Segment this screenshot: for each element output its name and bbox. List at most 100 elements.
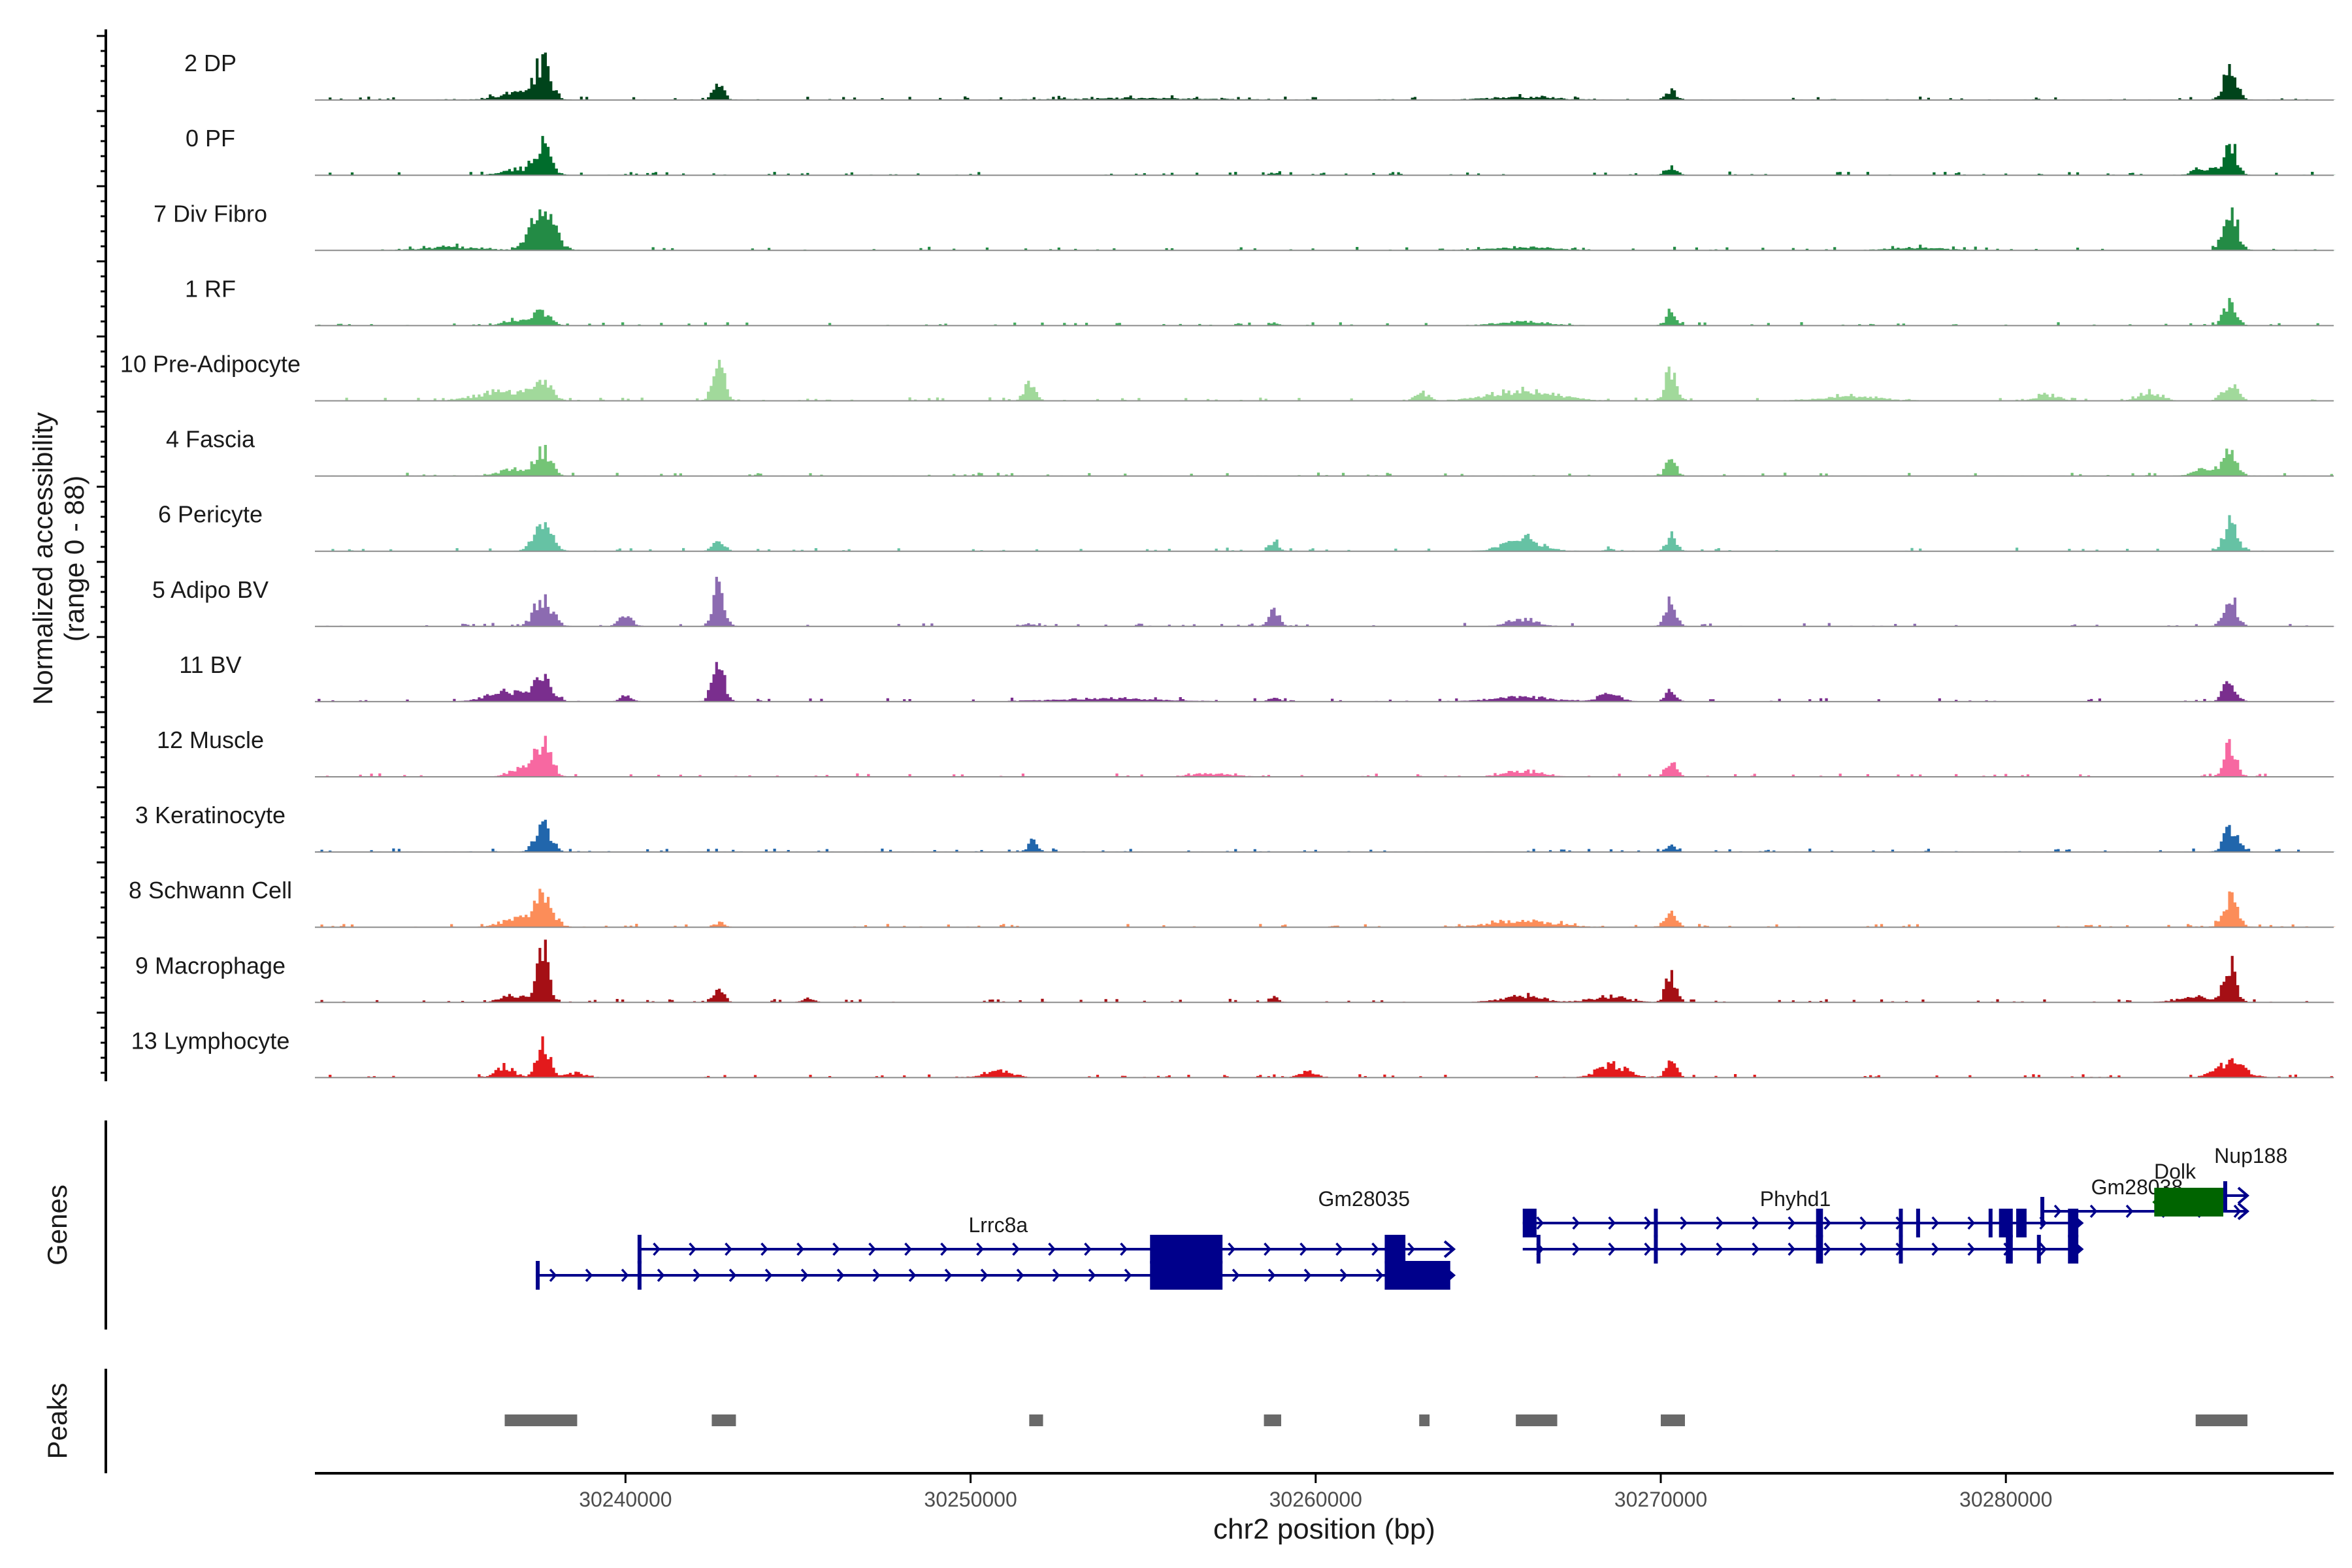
exon: [637, 1261, 642, 1290]
strand-arrow: [1371, 1242, 1379, 1256]
strand-arrow: [1608, 1216, 1616, 1230]
strand-arrow: [725, 1242, 732, 1256]
exon: [2154, 1188, 2223, 1217]
transcript: [1522, 1235, 2084, 1264]
track-label: 8 Schwann Cell: [129, 877, 292, 904]
exon: [2036, 1235, 2041, 1264]
strand-arrow: [1048, 1242, 1056, 1256]
strand-arrow: [1788, 1242, 1796, 1256]
track-label: 4 Fascia: [166, 426, 255, 453]
exon: [2223, 1181, 2227, 1210]
exon: [1999, 1209, 2013, 1237]
coverage-area: [315, 298, 2336, 326]
exon: [2016, 1209, 2027, 1237]
strand-arrow: [1303, 1268, 1312, 1282]
exon: [1384, 1261, 1450, 1290]
strand-arrow: [1680, 1216, 1688, 1230]
exon: [1654, 1209, 1658, 1237]
x-tick-label: 30270000: [1614, 1488, 1707, 1511]
strand-arrow: [944, 1268, 953, 1282]
track-label: 2 DP: [184, 50, 237, 76]
peaks-track: [504, 1414, 2247, 1426]
strand-arrow: [976, 1242, 984, 1256]
strand-arrow: [585, 1268, 593, 1282]
strand-arrow: [1375, 1268, 1384, 1282]
coverage-track: 8 Schwann Cell: [129, 877, 2336, 928]
coverage-track: 1 RF: [185, 275, 2336, 327]
coverage-area: [315, 515, 2336, 551]
genes-track-label: Genes: [42, 1184, 73, 1266]
strand-arrow: [1752, 1216, 1760, 1230]
strand-arrow: [1228, 1242, 1235, 1256]
strand-arrow: [1572, 1242, 1580, 1256]
peaks-track-label: Peaks: [42, 1383, 73, 1460]
strand-arrow: [728, 1268, 737, 1282]
gene-label: Dolk: [2154, 1160, 2197, 1183]
transcript: [1522, 1209, 2084, 1237]
coverage-track: 2 DP: [184, 50, 2336, 101]
coverage-track: 13 Lymphocyte: [131, 1027, 2336, 1079]
coverage-track: 9 Macrophage: [135, 939, 2336, 1004]
strand-arrow: [1232, 1268, 1240, 1282]
strand-arrow: [1644, 1242, 1652, 1256]
strand-arrow: [1120, 1242, 1128, 1256]
strand-arrow: [1084, 1242, 1092, 1256]
strand-arrow: [1859, 1216, 1868, 1230]
exon: [1522, 1209, 1537, 1237]
track-label: 0 PF: [186, 125, 235, 152]
exon: [1536, 1235, 1541, 1264]
strand-arrow: [1088, 1268, 1096, 1282]
strand-arrow: [1644, 1216, 1652, 1230]
strand-arrow: [1012, 1242, 1020, 1256]
strand-arrow: [1931, 1242, 1940, 1256]
x-tick-label: 30240000: [579, 1488, 672, 1511]
strand-arrow: [621, 1268, 629, 1282]
transcript: [2152, 1188, 2223, 1217]
coverage-area: [315, 662, 2336, 702]
strand-arrow: [760, 1242, 768, 1256]
strand-arrow: [1608, 1242, 1616, 1256]
peak-region: [2195, 1414, 2247, 1426]
strand-arrow: [980, 1268, 988, 1282]
exon: [1816, 1235, 1823, 1264]
coverage-track: 5 Adipo BV: [152, 576, 2336, 627]
track-label: 3 Keratinocyte: [135, 802, 286, 828]
track-label: 9 Macrophage: [135, 952, 286, 979]
gene-label: Lrrc8a: [968, 1213, 1028, 1237]
y-axis-range-label: (range 0 - 88): [59, 476, 90, 642]
exon: [1899, 1209, 1903, 1237]
exon: [637, 1235, 642, 1264]
gene-label: Nup188: [2214, 1144, 2287, 1168]
coverage-area: [315, 359, 2336, 401]
coverage-tracks: 2 DP 0 PF 7 Div Fibro 1 RF 10 Pre-Adipocyte 4…: [120, 50, 2336, 1079]
exon: [1816, 1209, 1823, 1237]
strand-arrow: [2039, 1242, 2048, 1256]
track-label: 10 Pre-Adipocyte: [120, 351, 301, 378]
strand-arrow: [689, 1242, 696, 1256]
exon: [2040, 1197, 2045, 1226]
strand-arrow: [1716, 1216, 1724, 1230]
coverage-track: 11 BV: [179, 651, 2336, 702]
x-axis-ticks: 30240000 30250000 30260000 30270000 30280000: [579, 1473, 2052, 1511]
strand-arrow: [800, 1268, 809, 1282]
strand-arrow: [1788, 1216, 1796, 1230]
strand-arrow: [1931, 1216, 1940, 1230]
exon: [1654, 1235, 1658, 1264]
exon: [1988, 1209, 1993, 1237]
x-tick-label: 30250000: [924, 1488, 1017, 1511]
x-tick-label: 30260000: [1269, 1488, 1362, 1511]
strand-arrow: [1680, 1242, 1688, 1256]
exon: [2068, 1235, 2079, 1264]
coverage-track: 3 Keratinocyte: [135, 802, 2336, 853]
peak-region: [711, 1414, 736, 1426]
coverage-area: [315, 52, 2336, 101]
coverage-area: [315, 939, 2336, 1003]
exon: [1916, 1209, 1920, 1237]
coverage-y-axis-ticks: [97, 35, 106, 1074]
track-label: 7 Div Fibro: [154, 200, 267, 227]
peak-region: [1661, 1414, 1685, 1426]
strand-arrow: [1823, 1242, 1832, 1256]
x-axis-title: chr2 position (bp): [1213, 1513, 1435, 1545]
strand-arrow: [908, 1268, 917, 1282]
